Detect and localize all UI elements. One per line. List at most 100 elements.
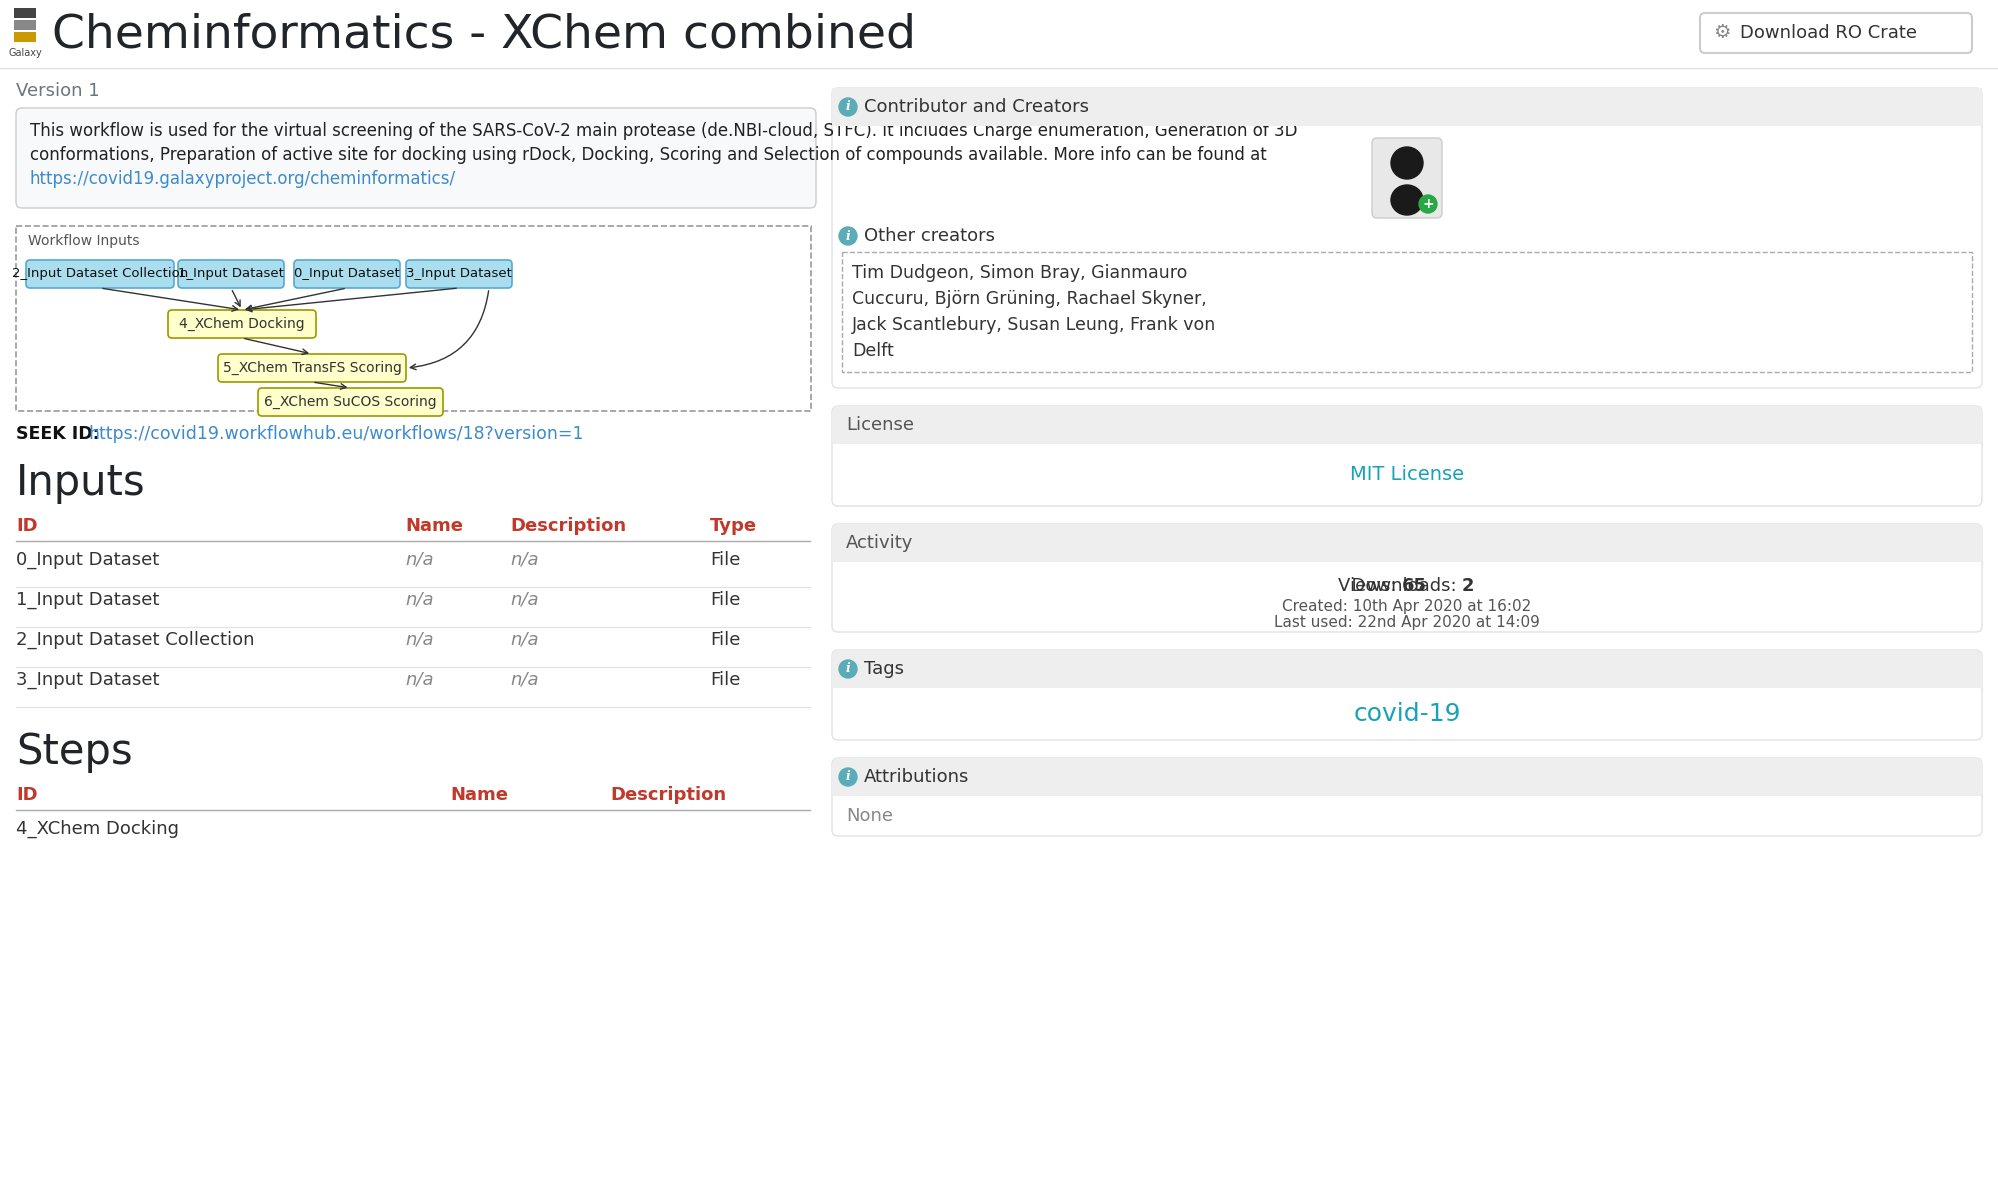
Text: Description: Description [609, 786, 725, 804]
FancyBboxPatch shape [831, 87, 1980, 126]
Circle shape [839, 227, 857, 245]
Text: https://covid19.workflowhub.eu/workflows/18?version=1: https://covid19.workflowhub.eu/workflows… [88, 426, 583, 443]
FancyBboxPatch shape [178, 260, 284, 288]
Text: 4_XChem Docking: 4_XChem Docking [180, 317, 304, 331]
Bar [831, 769, 1980, 795]
Text: Version 1: Version 1 [16, 82, 100, 100]
Text: Downloads:: Downloads: [1339, 577, 1461, 595]
FancyBboxPatch shape [218, 353, 406, 382]
Text: +: + [1421, 197, 1433, 212]
Text: Views:: Views: [1337, 577, 1401, 595]
Text: n/a: n/a [509, 671, 537, 689]
Text: i: i [845, 100, 849, 113]
Text: Contributor and Creators: Contributor and Creators [863, 98, 1089, 116]
Text: n/a: n/a [509, 631, 537, 649]
FancyBboxPatch shape [406, 260, 511, 288]
Bar [831, 87, 1980, 126]
FancyBboxPatch shape [831, 650, 1980, 740]
Circle shape [1391, 147, 1423, 178]
Text: 4_XChem Docking: 4_XChem Docking [16, 820, 180, 838]
FancyBboxPatch shape [831, 758, 1980, 836]
Text: Workflow Inputs: Workflow Inputs [28, 234, 140, 248]
Text: Type: Type [709, 517, 757, 535]
Text: 2: 2 [1461, 577, 1475, 595]
Text: n/a: n/a [406, 631, 434, 649]
Text: 5_XChem TransFS Scoring: 5_XChem TransFS Scoring [222, 361, 402, 375]
Text: i: i [845, 771, 849, 784]
Circle shape [839, 98, 857, 116]
Text: Name: Name [450, 786, 507, 804]
Text: Description: Description [509, 517, 625, 535]
Circle shape [839, 660, 857, 678]
Ellipse shape [1391, 186, 1423, 215]
Text: 6_XChem SuCOS Scoring: 6_XChem SuCOS Scoring [264, 395, 438, 409]
Bar [831, 662, 1980, 688]
Text: Delft: Delft [851, 342, 893, 361]
Text: n/a: n/a [406, 551, 434, 569]
Text: Created: 10th Apr 2020 at 16:02: Created: 10th Apr 2020 at 16:02 [1283, 598, 1530, 613]
FancyBboxPatch shape [26, 260, 174, 288]
Text: Inputs: Inputs [16, 462, 146, 504]
FancyBboxPatch shape [831, 524, 1980, 561]
Text: None: None [845, 807, 893, 825]
Circle shape [1419, 195, 1437, 213]
Text: SEEK ID:: SEEK ID: [16, 426, 100, 443]
FancyBboxPatch shape [168, 310, 316, 338]
Text: n/a: n/a [509, 591, 537, 609]
Text: conformations, Preparation of active site for docking using rDock, Docking, Scor: conformations, Preparation of active sit… [30, 147, 1267, 164]
Text: MIT License: MIT License [1349, 466, 1463, 485]
Text: Activity: Activity [845, 534, 913, 552]
Bar [14, 20, 36, 30]
Text: License: License [845, 416, 913, 434]
Text: 0_Input Dataset: 0_Input Dataset [16, 551, 160, 569]
Bar [0, 0, 1998, 69]
Text: Attributions: Attributions [863, 768, 969, 786]
Bar [831, 418, 1980, 444]
Text: https://covid19.galaxyproject.org/cheminformatics/: https://covid19.galaxyproject.org/chemin… [30, 170, 456, 188]
Bar [14, 32, 36, 43]
FancyBboxPatch shape [831, 650, 1980, 688]
Text: Jack Scantlebury, Susan Leung, Frank von: Jack Scantlebury, Susan Leung, Frank von [851, 316, 1215, 335]
Text: File: File [709, 591, 739, 609]
FancyBboxPatch shape [831, 524, 1980, 632]
Text: Steps: Steps [16, 730, 132, 773]
Bar [14, 8, 36, 18]
Text: Cheminformatics - XChem combined: Cheminformatics - XChem combined [52, 12, 915, 57]
Text: File: File [709, 671, 739, 689]
FancyBboxPatch shape [831, 405, 1980, 506]
Text: Tags: Tags [863, 660, 903, 678]
Text: 1_Input Dataset: 1_Input Dataset [178, 267, 284, 280]
FancyBboxPatch shape [16, 108, 815, 208]
Text: n/a: n/a [406, 591, 434, 609]
Text: 3_Input Dataset: 3_Input Dataset [406, 267, 511, 280]
Text: File: File [709, 551, 739, 569]
Text: Download RO Crate: Download RO Crate [1738, 24, 1916, 43]
Text: 3_Input Dataset: 3_Input Dataset [16, 671, 160, 689]
Bar [831, 535, 1980, 561]
Text: This workflow is used for the virtual screening of the SARS-CoV-2 main protease : This workflow is used for the virtual sc… [30, 122, 1297, 139]
FancyBboxPatch shape [258, 388, 444, 416]
Text: 2_Input Dataset Collection: 2_Input Dataset Collection [12, 267, 188, 280]
FancyBboxPatch shape [831, 87, 1980, 388]
Bar [841, 252, 1970, 372]
FancyBboxPatch shape [294, 260, 400, 288]
Text: Other creators: Other creators [863, 227, 995, 245]
Text: Last used: 22nd Apr 2020 at 14:09: Last used: 22nd Apr 2020 at 14:09 [1273, 615, 1538, 630]
Text: 1_Input Dataset: 1_Input Dataset [16, 591, 160, 609]
Text: Cuccuru, Björn Grüning, Rachael Skyner,: Cuccuru, Björn Grüning, Rachael Skyner, [851, 290, 1207, 309]
Text: n/a: n/a [406, 671, 434, 689]
Text: 0_Input Dataset: 0_Input Dataset [294, 267, 400, 280]
Text: ID: ID [16, 786, 38, 804]
Text: File: File [709, 631, 739, 649]
Bar [16, 226, 811, 411]
FancyBboxPatch shape [1371, 138, 1441, 217]
Text: ID: ID [16, 517, 38, 535]
Text: 65: 65 [1401, 577, 1427, 595]
FancyBboxPatch shape [1698, 13, 1970, 53]
Text: Tim Dudgeon, Simon Bray, Gianmauro: Tim Dudgeon, Simon Bray, Gianmauro [851, 264, 1187, 282]
FancyBboxPatch shape [831, 405, 1980, 444]
Text: Galaxy: Galaxy [8, 48, 42, 58]
Text: n/a: n/a [509, 551, 537, 569]
Text: i: i [845, 229, 849, 242]
Text: i: i [845, 662, 849, 675]
